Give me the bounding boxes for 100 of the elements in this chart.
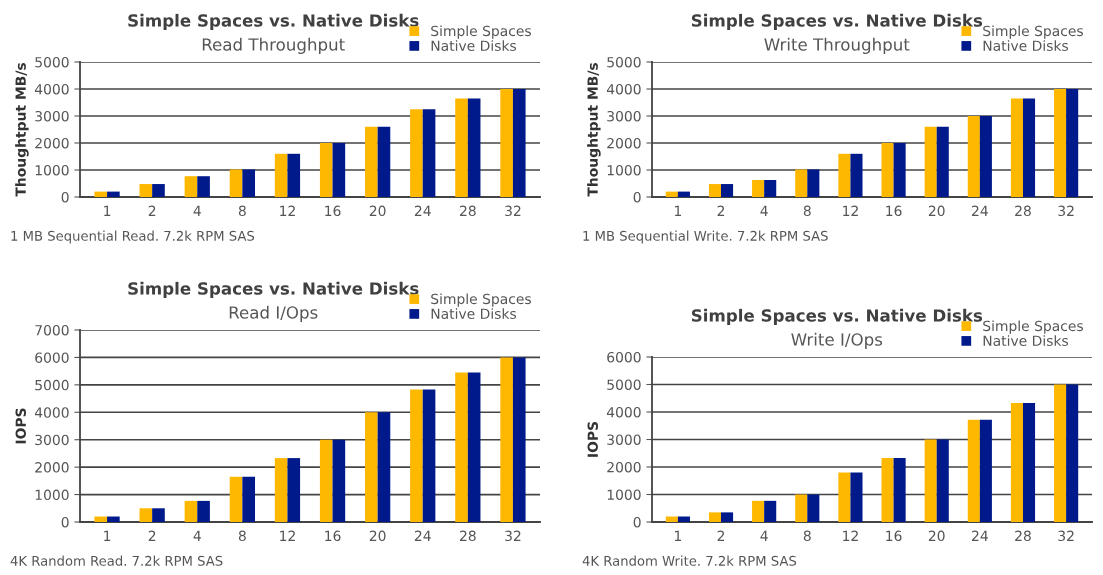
bar bbox=[665, 191, 678, 197]
x-tick-label: 2 bbox=[148, 530, 156, 541]
bar bbox=[500, 89, 513, 197]
bar bbox=[979, 419, 992, 522]
x-tick-label: 32 bbox=[505, 205, 521, 217]
x-tick-label: 24 bbox=[414, 205, 431, 216]
x-tick-label: 24 bbox=[972, 205, 988, 216]
bar bbox=[365, 126, 378, 197]
x-tick-label: 32 bbox=[1058, 205, 1074, 217]
bar bbox=[721, 512, 734, 522]
bar bbox=[979, 116, 992, 197]
bar bbox=[512, 89, 526, 197]
x-tick-label: 12 bbox=[843, 205, 858, 216]
bar bbox=[197, 176, 210, 197]
x-tick-label: 8 bbox=[803, 530, 811, 542]
bar bbox=[881, 143, 894, 197]
legend-label: Native Disks bbox=[983, 40, 1069, 51]
text: 4K Random Write. 7.2k RPM SAS bbox=[582, 555, 797, 566]
x-tick-label: 28 bbox=[1015, 205, 1031, 217]
x-tick-label: 24 bbox=[972, 530, 988, 541]
y-tick-label: 2000 bbox=[35, 462, 69, 473]
y-axis-title: Thoughtput MB/s bbox=[587, 63, 601, 197]
y-tick-label: 7000 bbox=[35, 324, 69, 336]
y-tick-label: 1000 bbox=[607, 489, 641, 500]
bar bbox=[708, 184, 722, 197]
bar bbox=[752, 179, 765, 197]
chart-subtitle: Read Throughput bbox=[202, 37, 345, 54]
bar bbox=[229, 476, 243, 522]
x-tick-label: 12 bbox=[280, 530, 295, 541]
bar bbox=[319, 439, 333, 522]
chart-title: Simple Spaces vs. Native Disks bbox=[128, 13, 419, 30]
x-tick-label: 28 bbox=[460, 530, 476, 542]
chart-title: Simple Spaces vs. Native Disks bbox=[691, 308, 983, 325]
bar bbox=[807, 494, 820, 522]
x-tick-label: 16 bbox=[886, 205, 902, 217]
bar bbox=[1066, 89, 1079, 197]
bar bbox=[881, 457, 894, 522]
legend-label: Simple Spaces bbox=[431, 293, 531, 307]
bar bbox=[107, 516, 120, 522]
bar bbox=[665, 516, 678, 522]
bar bbox=[936, 126, 949, 197]
legend-label: Native Disks bbox=[431, 308, 517, 319]
bar bbox=[274, 153, 288, 197]
bar bbox=[893, 457, 906, 522]
bar bbox=[708, 512, 722, 522]
x-tick-label: 16 bbox=[325, 205, 341, 217]
bar bbox=[838, 153, 851, 197]
bar bbox=[455, 372, 468, 522]
bar bbox=[924, 126, 937, 197]
bar bbox=[410, 109, 423, 197]
y-tick-label: 1000 bbox=[35, 164, 69, 176]
bar bbox=[924, 439, 937, 522]
bar bbox=[1054, 384, 1067, 522]
legend-label: Simple Spaces bbox=[983, 320, 1083, 334]
x-tick-label: 20 bbox=[369, 205, 386, 217]
x-tick-label: 4 bbox=[193, 530, 201, 541]
chart-title: Simple Spaces vs. Native Disks bbox=[691, 13, 983, 30]
x-tick-label: 12 bbox=[843, 530, 858, 541]
x-tick-label: 1 bbox=[674, 530, 682, 541]
bar bbox=[422, 389, 436, 522]
bar bbox=[184, 176, 198, 197]
y-tick-label: 5000 bbox=[607, 379, 641, 390]
bar bbox=[967, 116, 980, 197]
y-tick-label: 6000 bbox=[35, 352, 69, 363]
legend-label: Native Disks bbox=[431, 40, 517, 51]
y-tick-label: 4000 bbox=[606, 83, 641, 95]
text: 1 MB Sequential Read. 7.2k RPM SAS bbox=[11, 230, 255, 244]
x-tick-label: 12 bbox=[280, 205, 295, 216]
x-tick-label: 20 bbox=[928, 205, 945, 217]
bar bbox=[332, 439, 346, 522]
x-tick-label: 2 bbox=[717, 530, 725, 541]
legend-label: Native Disks bbox=[983, 335, 1069, 346]
y-tick-label: 0 bbox=[633, 191, 641, 203]
bar bbox=[677, 516, 690, 522]
x-tick-label: 16 bbox=[886, 530, 902, 542]
y-tick-label: 4000 bbox=[34, 407, 69, 418]
bar bbox=[721, 184, 734, 197]
x-tick-label: 4 bbox=[193, 205, 201, 216]
chart-subtitle: Read I/Ops bbox=[229, 305, 318, 322]
bar bbox=[422, 109, 436, 197]
x-tick-label: 2 bbox=[717, 205, 725, 216]
bar bbox=[197, 500, 210, 522]
chart-title: Simple Spaces vs. Native Disks bbox=[128, 281, 419, 298]
y-tick-label: 2000 bbox=[607, 137, 641, 149]
x-tick-label: 4 bbox=[760, 205, 768, 216]
bar bbox=[677, 191, 690, 197]
bar bbox=[229, 169, 243, 197]
text: 1 MB Sequential Write. 7.2k RPM SAS bbox=[583, 230, 828, 244]
x-tick-label: 4 bbox=[760, 530, 768, 541]
legend-label: Simple Spaces bbox=[431, 25, 531, 39]
bar bbox=[287, 458, 301, 522]
y-tick-label: 3000 bbox=[35, 434, 69, 446]
bar bbox=[936, 439, 949, 522]
bar bbox=[1054, 89, 1067, 197]
bar bbox=[1010, 402, 1023, 522]
y-tick-label: 3000 bbox=[607, 110, 641, 122]
chart-subtitle: Write I/Ops bbox=[791, 332, 883, 349]
bar bbox=[850, 153, 863, 197]
x-tick-label: 20 bbox=[928, 530, 945, 542]
bar bbox=[893, 143, 906, 197]
